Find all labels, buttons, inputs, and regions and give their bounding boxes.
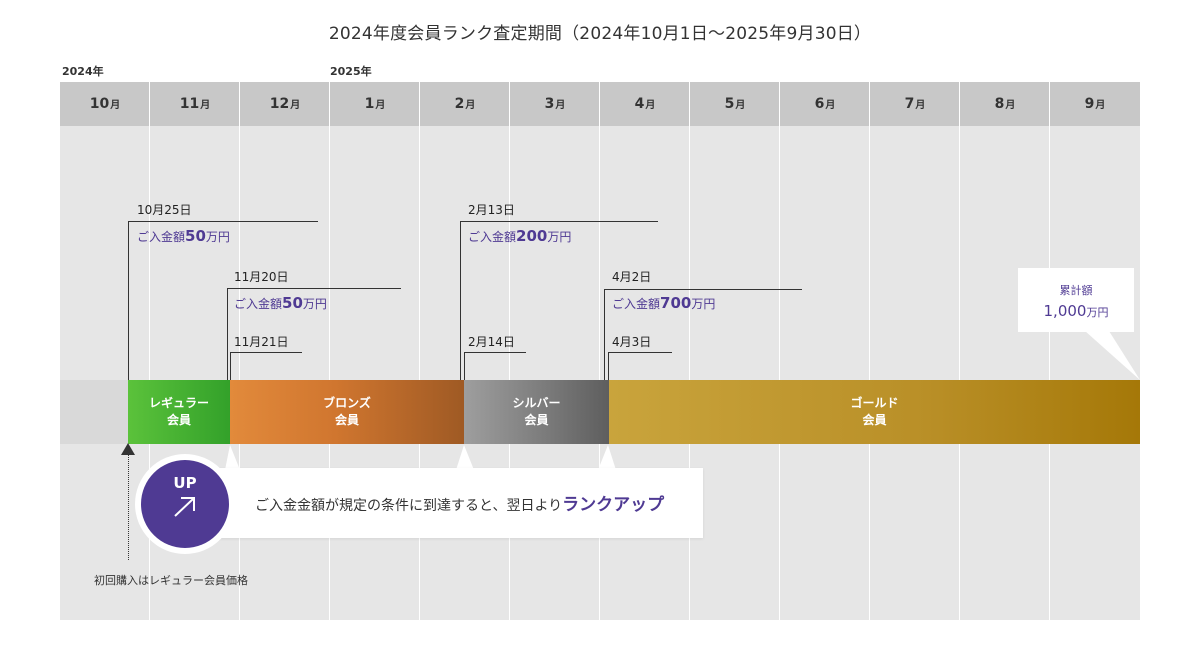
month-oct: 10月 (89, 96, 121, 112)
grid-line (329, 82, 330, 620)
month-jun: 6月 (814, 96, 836, 112)
rank-label: レギュラー (148, 396, 209, 410)
callout-pointers (225, 445, 616, 470)
up-badge: UP (141, 460, 229, 548)
rank-segment-gold: ゴールド 会員 (609, 380, 1140, 444)
event-date: 4月3日 (612, 335, 652, 349)
month-jul: 7月 (904, 96, 926, 112)
grid-line (689, 82, 690, 620)
event-leader (227, 288, 401, 289)
grid-line (239, 82, 240, 620)
event-leader (604, 289, 802, 290)
grid-line (599, 82, 600, 620)
grid-line (419, 82, 420, 620)
bubble-tail (1085, 331, 1140, 380)
year-label-2025: 2025年 (330, 65, 372, 78)
event-deposit: ご入金額700万円 (612, 294, 716, 312)
month-may: 5月 (724, 96, 746, 112)
timeline-grid (60, 82, 1140, 620)
event-stem (608, 352, 609, 380)
event-stem (128, 221, 129, 380)
rank-up-emphasis: ランクアップ (562, 495, 665, 515)
diagram-title: 2024年度会員ランク査定期間（2024年10月1日〜2025年9月30日） (328, 24, 872, 44)
grid-line (959, 82, 960, 620)
event-stem (230, 352, 231, 380)
callout-text: ご入金金額が規定の条件に到達すると、翌日よりランクアップ (255, 495, 665, 515)
grid-line (149, 82, 150, 620)
grid-line (509, 82, 510, 620)
rank-label: 会員 (862, 413, 887, 427)
month-apr: 4月 (634, 96, 656, 112)
rank-segment-bronze: ブロンズ 会員 (230, 380, 464, 444)
event-date: 2月13日 (468, 203, 515, 217)
month-jan: 1月 (364, 96, 386, 112)
rank-segment-regular: レギュラー 会員 (128, 380, 230, 444)
event-leader (460, 221, 658, 222)
grid-line (1049, 82, 1050, 620)
rank-label: 会員 (166, 413, 191, 427)
year-label-2024: 2024年 (62, 65, 104, 78)
month-mar: 3月 (544, 96, 566, 112)
event-deposit: ご入金額200万円 (468, 227, 572, 245)
month-feb: 2月 (454, 96, 476, 112)
event-leader (464, 352, 526, 353)
grid-line (779, 82, 780, 620)
event-date: 11月21日 (234, 335, 289, 349)
month-sep: 9月 (1084, 96, 1106, 112)
grid-line (869, 82, 870, 620)
month-header (60, 82, 1140, 126)
rank-label: 会員 (334, 413, 359, 427)
event-leader (608, 352, 672, 353)
event-date: 2月14日 (468, 335, 515, 349)
event-deposit: ご入金額50万円 (137, 227, 230, 245)
month-dec: 12月 (269, 96, 301, 112)
rank-up-callout (200, 468, 703, 538)
event-stem (604, 289, 605, 380)
rank-label: ブロンズ (323, 396, 371, 410)
event-stem (227, 288, 228, 380)
event-leader (230, 352, 302, 353)
total-amount-bubble: 累計額 1,000万円 (1018, 268, 1134, 332)
first-purchase-note: 初回購入はレギュラー会員価格 (94, 574, 248, 587)
event-date: 4月2日 (612, 270, 652, 284)
month-nov: 11月 (179, 96, 211, 112)
arrow-up-icon (121, 443, 135, 455)
event-leader (128, 221, 318, 222)
event-stem (460, 221, 461, 380)
event-deposit: ご入金額50万円 (234, 294, 327, 312)
first-purchase-marker (128, 452, 129, 560)
total-label: 累計額 (1059, 284, 1093, 297)
event-stem (464, 352, 465, 380)
arrow-up-right-icon (174, 497, 195, 517)
event-date: 10月25日 (137, 203, 192, 217)
event-date: 11月20日 (234, 270, 289, 284)
month-aug: 8月 (994, 96, 1016, 112)
up-badge-label: UP (173, 474, 197, 492)
rank-label: シルバー (512, 396, 561, 410)
rank-label: ゴールド (850, 396, 899, 410)
rank-label: 会員 (524, 413, 549, 427)
rank-segment-silver: シルバー 会員 (464, 380, 609, 444)
total-amount: 1,000万円 (1043, 302, 1109, 320)
